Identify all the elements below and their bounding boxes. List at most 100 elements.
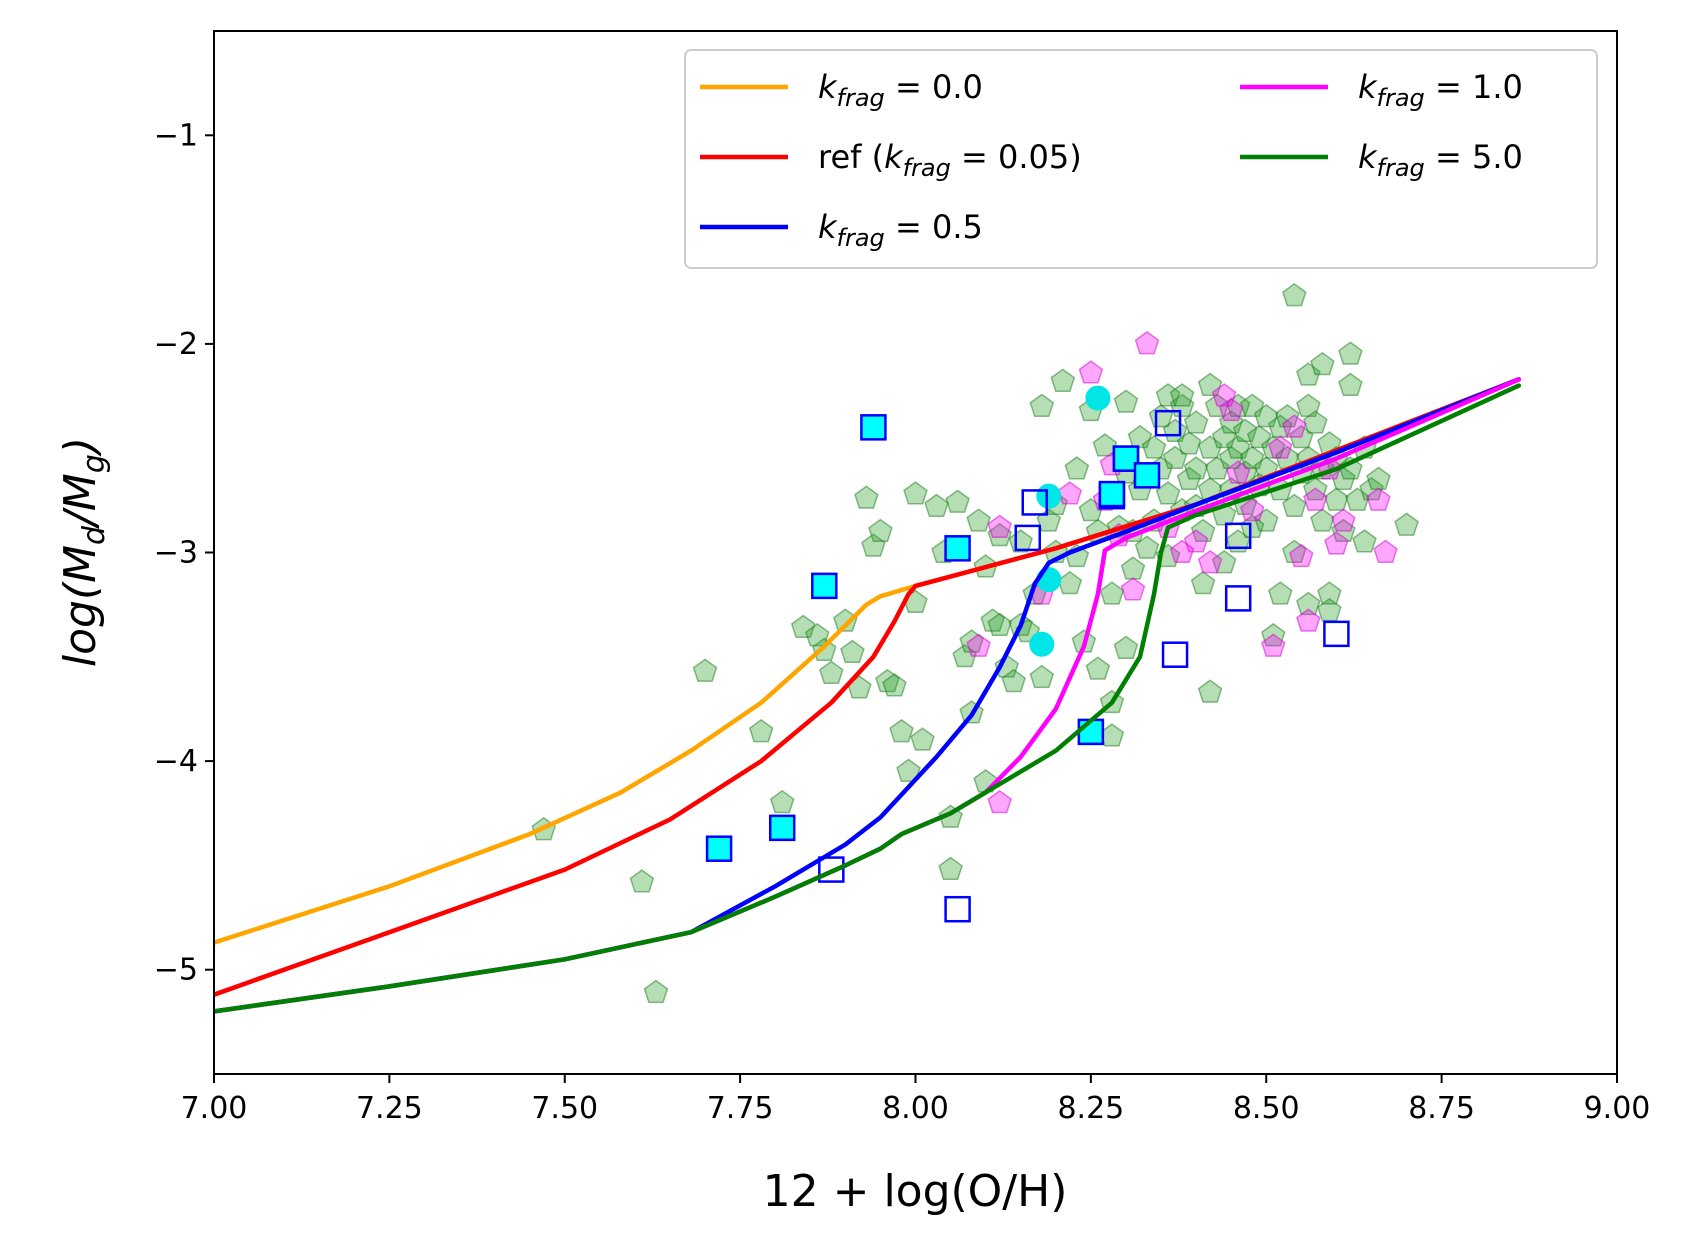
legend: kfrag = 0.0 ref (kfrag = 0.05) kfrag = 0.5…: [684, 49, 1598, 269]
green-pentagons-point: [1064, 456, 1090, 480]
green-pentagons-point: [966, 508, 991, 532]
green-pentagons-point: [1001, 668, 1026, 693]
magenta-pentagons-point: [1324, 531, 1349, 555]
green-pentagons-point: [882, 673, 907, 697]
magenta-pentagons-point: [1296, 608, 1321, 632]
x-tick-label: 7.25: [356, 1091, 423, 1126]
green-pentagons-point: [1296, 591, 1321, 616]
green-pentagons-point: [1141, 435, 1167, 459]
green-pentagons-point: [1282, 282, 1307, 307]
green-pentagons-point: [1155, 481, 1181, 505]
legend-label-4: kfrag = 5.0: [1358, 138, 1523, 182]
y-tick-label: −4: [154, 744, 198, 779]
green-pentagons-point: [1338, 372, 1363, 397]
x-tick-label: 8.00: [882, 1091, 949, 1126]
blue-open-squares-point: [944, 895, 971, 923]
green-pentagons-point: [840, 639, 865, 664]
blue-open-squares-point: [1224, 585, 1252, 612]
y-tick-label: −5: [154, 953, 198, 988]
legend-label-2: kfrag = 0.5: [818, 208, 983, 252]
cyan-circles-point: [1029, 631, 1055, 657]
green-pentagons-point: [1169, 383, 1195, 407]
green-pentagons-point: [769, 789, 795, 814]
cyan-filled-squares-point: [811, 572, 838, 600]
magenta-pentagons-point: [1261, 633, 1286, 657]
green-pentagons-point: [1317, 581, 1342, 605]
y-axis-title: log(Md/Mg): [55, 437, 112, 667]
blue-open-squares-point: [1323, 620, 1350, 648]
green-pentagons-point: [1190, 570, 1216, 595]
y-tick-label: −2: [154, 327, 198, 362]
x-tick-label: 8.25: [1057, 1091, 1124, 1126]
green-pentagons-point: [643, 979, 669, 1004]
magenta-pentagons-point: [1239, 497, 1265, 522]
magenta-pentagons-point: [1197, 549, 1223, 574]
cyan-filled-squares-point: [1098, 480, 1126, 508]
green-pentagons-point: [1099, 581, 1125, 605]
green-pentagons-point: [1338, 341, 1363, 365]
magenta-pentagons-point: [1218, 397, 1244, 422]
green-pentagons-point: [1183, 456, 1209, 480]
green-pentagons-point: [1303, 410, 1328, 434]
green-pentagons-point: [1183, 410, 1209, 434]
magenta-pentagons-point: [1282, 414, 1307, 438]
blue-open-squares-point: [818, 856, 845, 883]
magenta-pentagons-point: [1268, 435, 1293, 459]
green-pentagons-point: [1394, 512, 1419, 536]
legend-label-0: kfrag = 0.0: [818, 68, 983, 112]
green-pentagons-point: [1324, 487, 1349, 511]
magenta-pentagons-point: [966, 633, 991, 657]
green-pentagons-point: [1092, 433, 1118, 457]
cyan-filled-squares-point: [705, 835, 733, 862]
x-tick-label: 8.75: [1408, 1091, 1475, 1126]
green-pentagons-point: [1029, 393, 1055, 417]
green-pentagons-point: [1050, 368, 1076, 392]
magenta-pentagons-point: [1057, 481, 1083, 505]
green-pentagons-point: [1113, 389, 1139, 413]
green-pentagons-point: [924, 493, 949, 518]
blue-open-squares-point: [1014, 524, 1041, 552]
green-pentagons-point: [1190, 518, 1216, 543]
cyan-filled-squares-point: [860, 414, 887, 441]
green-pentagons-point: [910, 727, 935, 751]
magenta-pentagons-point: [1366, 487, 1391, 511]
blue-open-squares-point: [1161, 641, 1189, 668]
cyan-circles-point: [1036, 567, 1062, 593]
green-pentagons-point: [1310, 508, 1335, 532]
y-tick-label: −1: [154, 118, 198, 153]
green-pentagons-point: [1029, 664, 1055, 689]
cyan-filled-squares-point: [768, 814, 796, 842]
green-pentagons-point: [868, 518, 893, 543]
green-pentagons-point: [748, 718, 774, 743]
green-pentagons-point: [1282, 493, 1307, 518]
green-pentagons-point: [896, 758, 921, 782]
x-tick-label: 8.50: [1233, 1091, 1300, 1126]
green-pentagons-point: [1113, 635, 1139, 659]
y-axis: −5 −4 −3 −2 −1: [154, 118, 214, 988]
magenta-pentagons-point: [1183, 529, 1209, 553]
magenta-pentagons-point: [1134, 330, 1160, 355]
green-pentagons-point: [1268, 581, 1293, 605]
y-tick-label: −3: [154, 536, 198, 571]
legend-label-1: ref (kfrag = 0.05): [818, 138, 1082, 182]
cyan-circles-point: [1085, 385, 1111, 411]
magenta-pentagons-point: [1373, 539, 1398, 563]
green-pentagons-point: [1176, 431, 1202, 455]
magenta-pentagons-point: [987, 789, 1012, 814]
magenta-pentagons-point: [1225, 460, 1251, 484]
green-pentagons-point: [1352, 529, 1377, 553]
magenta-pentagons-point: [1331, 508, 1356, 532]
blue-open-squares-point: [1224, 522, 1252, 550]
green-pentagons-point: [1275, 403, 1300, 428]
legend-box: [684, 49, 1598, 269]
green-pentagons-point: [1232, 418, 1258, 442]
green-pentagons-point: [1134, 535, 1160, 559]
green-pentagons-point: [854, 485, 879, 509]
green-pentagons-point: [987, 612, 1012, 636]
magenta-pentagons-point: [1303, 487, 1328, 511]
green-pentagons-point: [1310, 351, 1335, 376]
cyan-circles-point: [1036, 483, 1062, 509]
magenta-pentagons-point: [1289, 543, 1314, 568]
x-tick-label: 7.00: [181, 1091, 248, 1126]
blue-open-squares-point: [1021, 489, 1049, 516]
